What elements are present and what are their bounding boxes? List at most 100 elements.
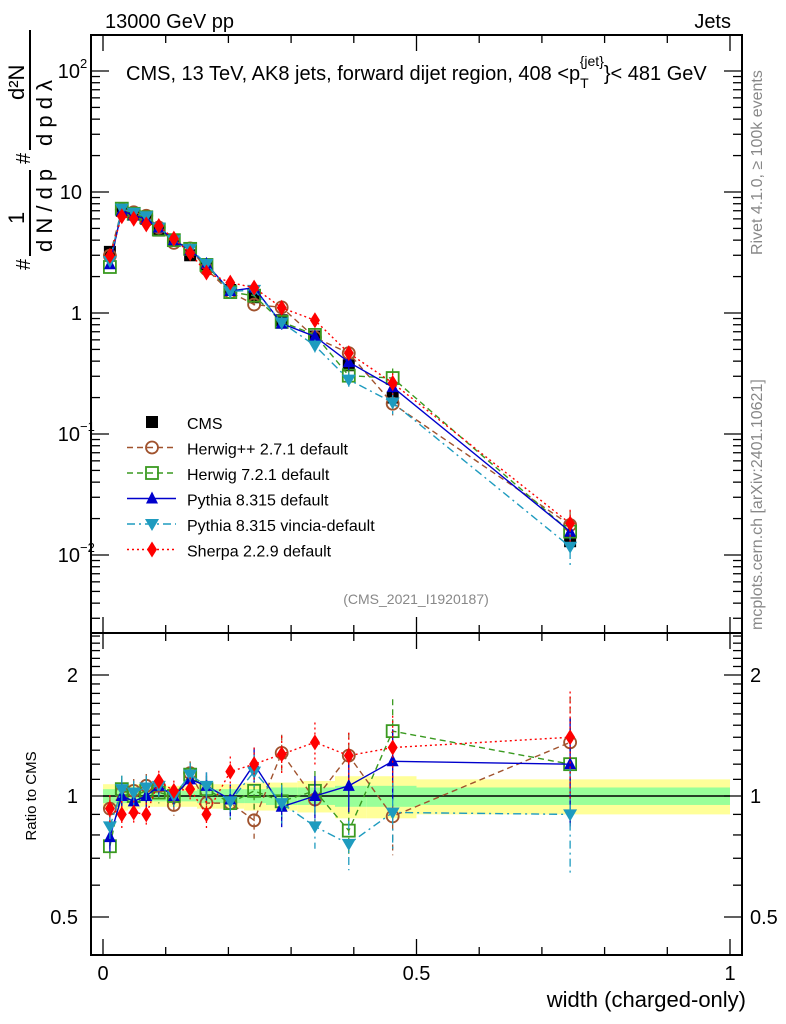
mcplots-label: mcplots.cern.ch [arXiv:2401.10621] [749, 379, 766, 630]
data-point-upper [225, 274, 236, 291]
ylabel-dn: d N / d p [32, 169, 57, 252]
y-tick-label-ratio-right: 2 [750, 665, 761, 687]
y-tick-label-upper: 10 [58, 424, 80, 446]
data-point-ratio [104, 800, 115, 817]
x-axis-label: width (charged-only) [546, 987, 746, 1012]
data-point-ratio [223, 796, 238, 809]
data-point-ratio [276, 746, 287, 763]
plot-title-tail: }< 481 GeV [604, 63, 708, 85]
data-point-ratio [386, 754, 399, 767]
ylabel-d2n: d²N [4, 65, 29, 100]
data-point-ratio [126, 787, 141, 800]
data-point-ratio [183, 769, 198, 782]
data-point-upper [565, 515, 576, 532]
data-point-upper [276, 299, 287, 316]
series-line-upper [109, 208, 571, 526]
data-point-ratio [102, 821, 117, 834]
data-point-ratio [185, 781, 196, 798]
ylabel-dpdl: d p d λ [32, 80, 57, 146]
data-point-upper [343, 345, 354, 362]
data-point-ratio [385, 807, 400, 820]
legend-label: Pythia 8.315 default [187, 493, 329, 510]
data-point-ratio [247, 813, 262, 828]
ylabel-hash1: # [13, 258, 35, 270]
rivet-label: Rivet 4.1.0, ≥ 100k events [749, 70, 766, 255]
legend-marker [145, 440, 159, 455]
series-layer [102, 201, 578, 877]
data-point-upper [274, 317, 289, 330]
data-point-ratio [387, 739, 398, 756]
data-point-ratio [201, 806, 212, 823]
data-point-upper [309, 312, 320, 329]
data-point-ratio [342, 778, 355, 791]
legend-item: CMS [146, 416, 223, 433]
series-sherpa-2-2-9-default [104, 208, 576, 829]
legend-marker [145, 519, 159, 531]
data-point-ratio [225, 763, 236, 780]
legend-marker [145, 466, 159, 480]
x-tick-label: 1 [724, 963, 735, 985]
data-point-ratio [139, 782, 154, 795]
data-point-ratio [308, 789, 321, 801]
data-point-ratio [341, 838, 356, 851]
data-point-ratio [249, 756, 260, 773]
series-line-upper [109, 209, 571, 533]
data-point-upper [141, 216, 152, 233]
legend-label: Pythia 8.315 vincia-default [187, 518, 375, 535]
plot-title-main: CMS, 13 TeV, AK8 jets, forward dijet reg… [126, 63, 580, 85]
analysis-tag: (CMS_2021_I1920187) [343, 591, 489, 607]
data-point-upper [342, 355, 355, 368]
ylabel-one: 1 [4, 212, 29, 224]
data-point-ratio [168, 782, 179, 799]
data-point-upper [341, 374, 356, 387]
data-point-upper [308, 329, 321, 342]
data-point-upper [223, 286, 238, 299]
x-tick-label: 0 [97, 963, 108, 985]
data-point-upper [153, 218, 164, 235]
legend-marker [146, 491, 158, 504]
series-cms [103, 204, 577, 548]
data-point-upper [249, 279, 260, 296]
y-tick-label-upper: 10 [60, 182, 82, 204]
header-right: Jets [694, 11, 731, 33]
data-point-upper [563, 541, 578, 554]
legend-marker [146, 416, 158, 428]
legend-item: Herwig 7.2.1 default [127, 466, 330, 484]
series-pythia-8-315-vincia-default [102, 203, 578, 877]
data-point-ratio [128, 804, 139, 821]
data-point-ratio [343, 747, 354, 764]
data-point-upper [168, 230, 179, 247]
data-point-ratio [114, 784, 129, 797]
legend-label: CMS [187, 416, 223, 433]
plot-title: CMS, 13 TeV, AK8 jets, forward dijet reg… [126, 53, 707, 91]
legend-label: Sherpa 2.2.9 default [187, 544, 332, 561]
y-tick-label-upper: 10 [58, 545, 80, 567]
data-point-upper [116, 208, 127, 225]
data-point-upper [387, 374, 398, 391]
data-point-ratio [274, 798, 289, 811]
series-line-upper [109, 207, 571, 548]
legend-label: Herwig++ 2.7.1 default [187, 442, 349, 459]
y-tick-label-upper: 10 [58, 61, 80, 83]
y-tick-exponent: −1 [80, 419, 95, 434]
data-point-ratio [116, 806, 127, 823]
ratio-axis-label: Ratio to CMS [23, 751, 40, 840]
data-point-upper [247, 297, 262, 312]
data-point-upper [185, 245, 196, 262]
data-point-ratio [563, 809, 578, 822]
data-point-ratio [565, 729, 576, 746]
upper-y-axis-label: # 1 d N / d p # d²N d p d λ [4, 30, 57, 270]
data-point-upper [128, 210, 139, 227]
legend: CMS Herwig++ 2.7.1 default Herwig 7.2.1 de… [127, 416, 375, 561]
y-tick-label-ratio-right: 0.5 [750, 907, 778, 929]
data-point-ratio [247, 783, 262, 798]
legend-item: Sherpa 2.2.9 default [127, 541, 332, 561]
data-point-upper [201, 264, 212, 281]
legend-marker [147, 541, 157, 558]
plot-title-sub: T [580, 75, 589, 91]
y-tick-label-ratio: 1 [67, 786, 78, 808]
y-tick-exponent: −2 [80, 540, 95, 555]
y-tick-label-upper: 1 [71, 303, 82, 325]
y-tick-label-ratio: 0.5 [50, 907, 78, 929]
